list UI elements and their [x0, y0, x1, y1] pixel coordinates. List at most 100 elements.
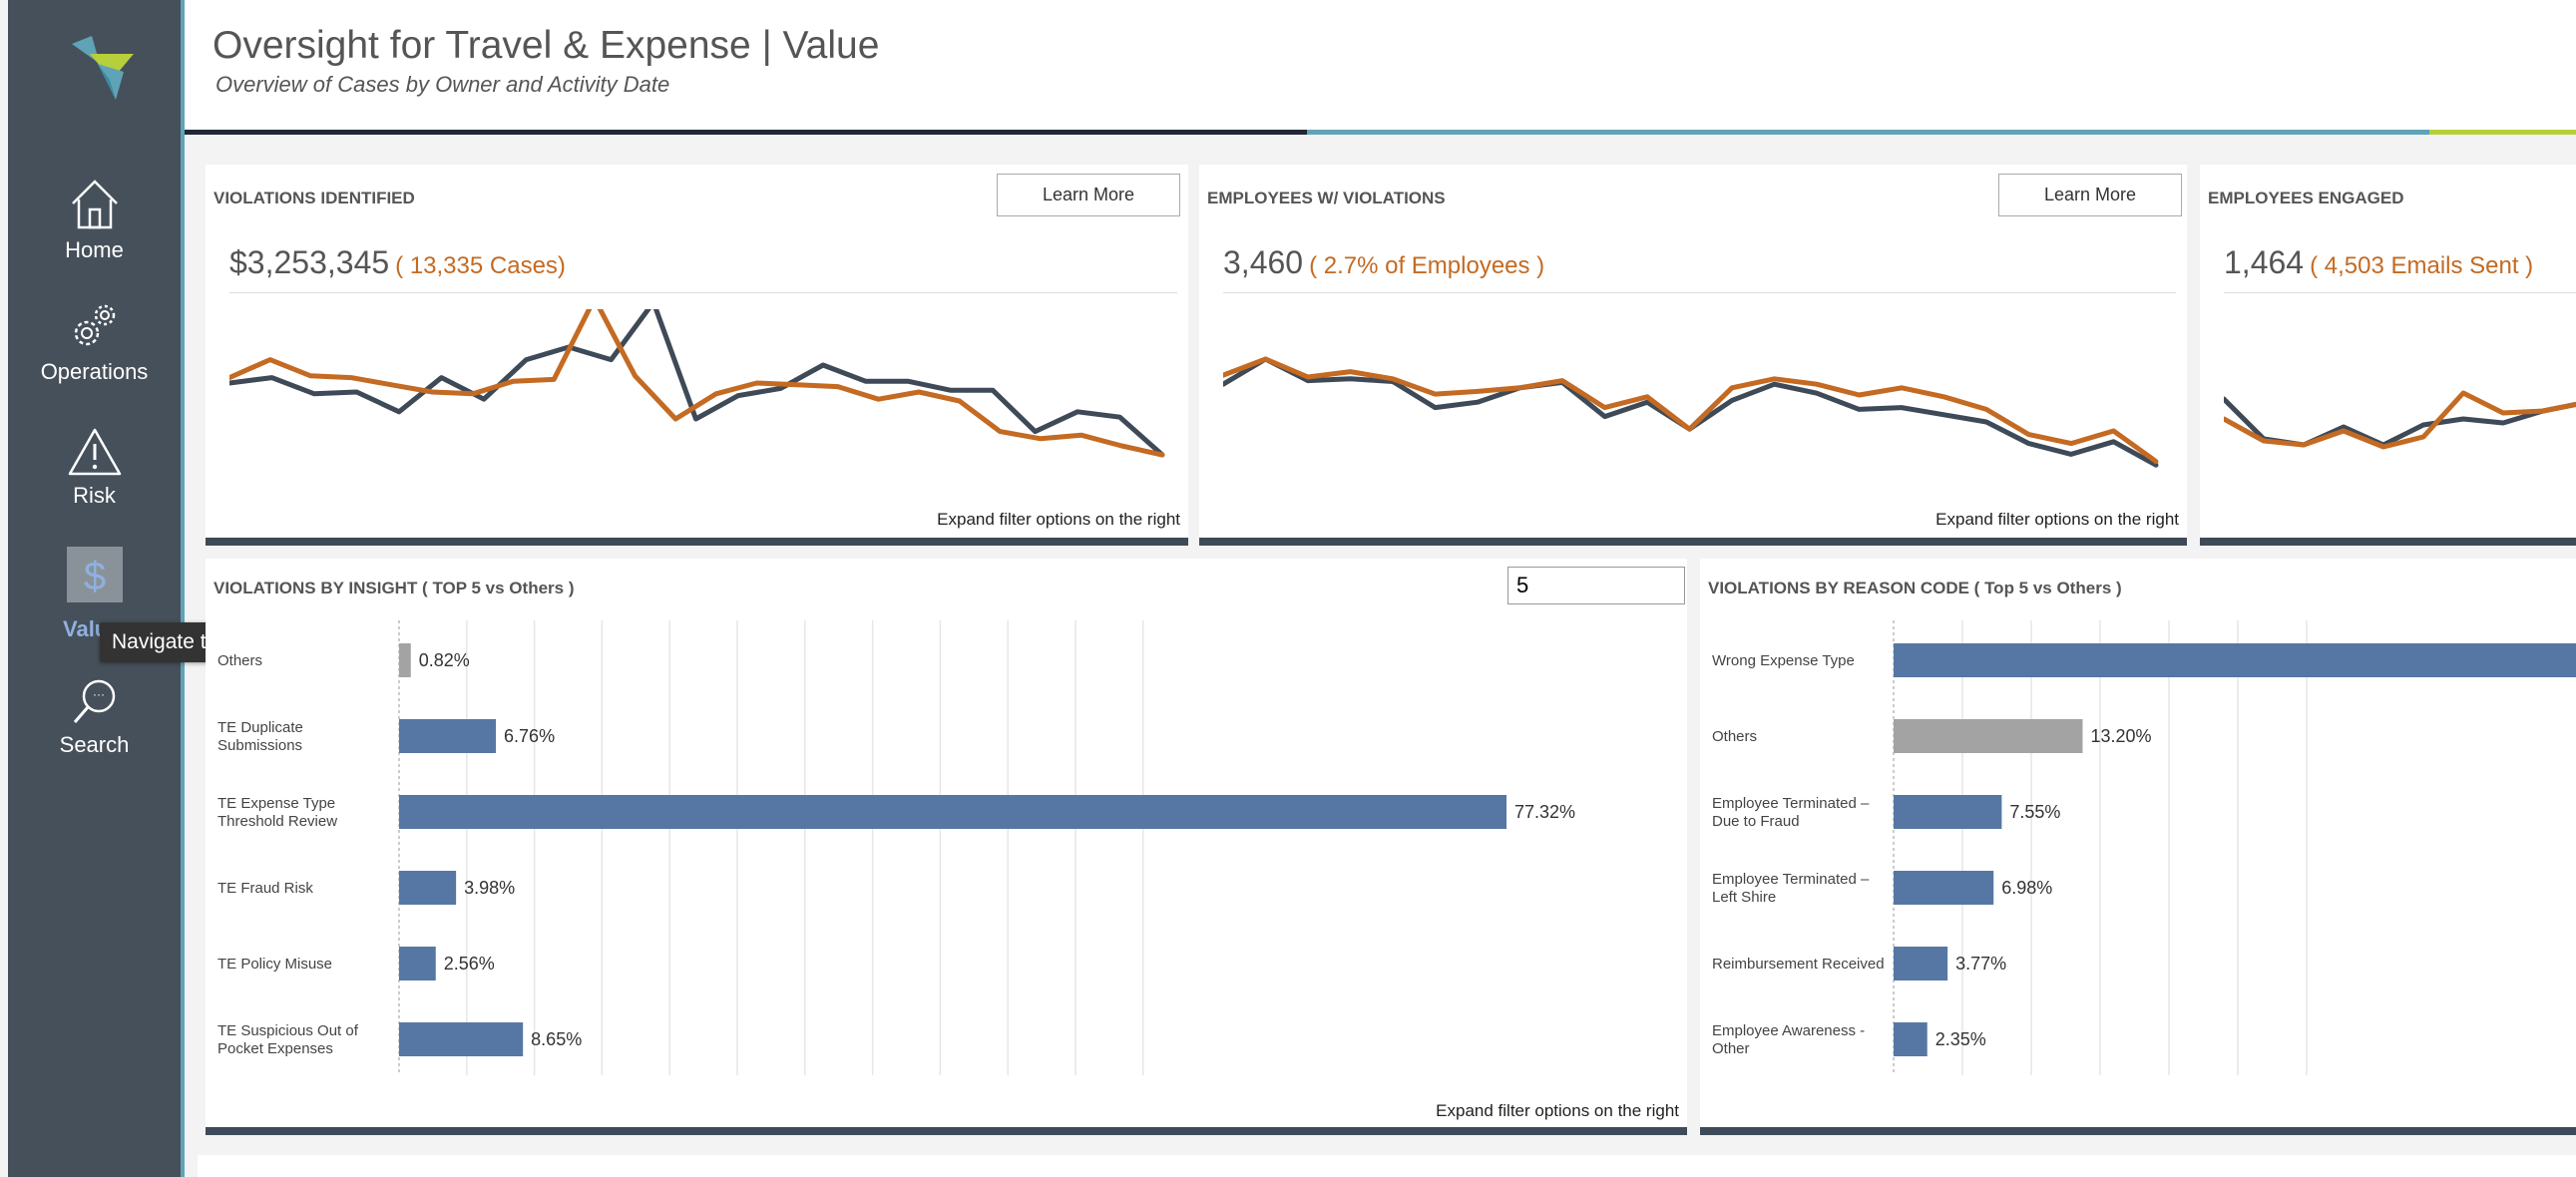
data-label: 7.55%	[2009, 802, 2060, 822]
data-label: 2.35%	[1935, 1029, 1986, 1049]
bar	[399, 947, 436, 981]
gears-icon	[74, 304, 115, 346]
series-line-2	[1223, 356, 2159, 465]
bar	[399, 719, 497, 753]
data-label: 6.98%	[2001, 878, 2052, 898]
category-label: Employee Awareness -Other	[1712, 1022, 1865, 1057]
bar	[1894, 871, 1994, 905]
reason-code-bar-chart: Wrong Expense Type Others 13.20% Employee T…	[1712, 620, 2576, 1075]
sidebar-item-label: Home	[65, 237, 124, 262]
page-subtitle: Overview of Cases by Owner and Activity …	[215, 72, 670, 97]
lower-panel	[198, 1155, 2576, 1177]
data-label: 8.65%	[531, 1029, 582, 1049]
reason-code-bar-panel: VIOLATIONS BY REASON CODE ( Top 5 vs Oth…	[1700, 559, 2576, 1135]
category-label: Employee Terminated – Left Shire	[1712, 871, 1870, 906]
data-label: 3.98%	[464, 878, 515, 898]
kpi-panel-employees-violations: EMPLOYEES W/ VIOLATIONS Learn More 3,460…	[1199, 165, 2187, 546]
sidebar-nav: Home Operations Risk $ Valu	[8, 0, 181, 1177]
sidebar-item-value[interactable]: $ Valu	[8, 547, 181, 641]
svg-text:$: $	[83, 555, 105, 598]
sparkline-chart	[229, 309, 1165, 458]
company-logo	[72, 36, 134, 100]
category-label: Employee Terminated – Due to Fraud	[1712, 795, 1870, 830]
sidebar-item-operations[interactable]: Operations	[8, 301, 181, 385]
category-label: TE Policy Misuse	[217, 956, 332, 973]
category-label: Reimbursement Received	[1712, 956, 1885, 973]
learn-more-button[interactable]: Learn More	[1998, 174, 2182, 216]
sidebar-item-label: Search	[59, 732, 130, 757]
sparkline-chart	[1223, 356, 2159, 468]
data-label: 2.56%	[444, 954, 495, 974]
panel-bottom-bar	[1700, 1127, 2576, 1135]
series-line-2	[229, 309, 1165, 458]
bar	[399, 643, 411, 677]
learn-more-button[interactable]: Learn More	[997, 174, 1180, 216]
warning-icon	[68, 428, 121, 476]
series-line-1	[229, 309, 1165, 458]
bar	[1894, 719, 2083, 753]
data-label: 13.20%	[2090, 726, 2151, 746]
kpi-value: 3,460	[1223, 244, 1304, 280]
kpi-subvalue: ( 13,335 Cases)	[395, 252, 566, 279]
sidebar-item-search[interactable]: ··· Search	[8, 676, 181, 758]
kpi-value: 1,464	[2224, 244, 2305, 280]
search-icon: ···	[73, 679, 115, 723]
kpi-subvalue: ( 2.7% of Employees )	[1309, 252, 1545, 279]
series-line-2	[2224, 390, 2576, 450]
home-icon	[71, 180, 118, 229]
panel-bottom-bar	[206, 538, 1188, 546]
filter-hint: Expand filter options on the right	[1436, 1101, 1679, 1120]
svg-text:···: ···	[93, 687, 105, 701]
sidebar-item-home[interactable]: Home	[8, 178, 181, 263]
top-n-input[interactable]	[1507, 567, 1685, 604]
divider	[1223, 292, 2176, 293]
divider	[2224, 292, 2576, 293]
bar	[399, 795, 1506, 829]
bar	[1894, 795, 2002, 829]
data-label: 0.82%	[419, 650, 470, 670]
panel-title: VIOLATIONS BY INSIGHT ( TOP 5 vs Others …	[214, 579, 575, 597]
bar	[1894, 947, 1948, 981]
bar	[399, 871, 457, 905]
sidebar-item-label: Risk	[73, 483, 116, 508]
bar	[1894, 643, 2576, 677]
divider	[229, 292, 1177, 293]
sidebar-item-risk[interactable]: Risk	[8, 427, 181, 509]
insight-bar-panel: VIOLATIONS BY INSIGHT ( TOP 5 vs Others …	[206, 559, 1687, 1135]
kpi-value: $3,253,345	[229, 244, 390, 280]
panel-bottom-bar	[1199, 538, 2187, 546]
sparkline-chart	[2224, 390, 2576, 450]
data-label: 6.76%	[504, 726, 555, 746]
sidebar-item-label: Operations	[40, 359, 149, 384]
category-label: TE Duplicate Submissions	[217, 719, 303, 754]
dollar-icon: $	[66, 547, 123, 602]
panel-title: EMPLOYEES W/ VIOLATIONS	[1207, 189, 1446, 207]
page-title: Oversight for Travel & Expense | Value	[213, 24, 880, 67]
filter-hint: Expand filter options on the right	[937, 510, 1180, 529]
data-label: 77.32%	[1514, 802, 1575, 822]
page-header: Oversight for Travel & Expense | Value O…	[185, 0, 2576, 135]
sidebar-edge	[181, 0, 185, 1177]
data-label: 3.77%	[1955, 954, 2006, 974]
kpi-panel-employees-engaged: EMPLOYEES ENGAGED 1,464( 4,503 Emails Se…	[2200, 165, 2576, 546]
category-label: TE Fraud Risk	[217, 880, 313, 897]
insight-bar-chart: Others 0.82% TE Duplicate Submissions 6.76% T…	[217, 620, 1575, 1075]
panel-bottom-bar	[206, 1127, 1687, 1135]
filter-hint: Expand filter options on the right	[1935, 510, 2179, 529]
category-label: Others	[1712, 728, 1757, 745]
panel-bottom-bar	[2200, 538, 2576, 546]
kpi-subvalue: ( 4,503 Emails Sent )	[2310, 252, 2534, 279]
kpi-panel-violations: VIOLATIONS IDENTIFIED Learn More $3,253,…	[206, 165, 1188, 546]
header-stripe	[1307, 130, 2429, 135]
panel-title: VIOLATIONS BY REASON CODE ( Top 5 vs Oth…	[1708, 579, 2122, 597]
kpi-value-row: 3,460( 2.7% of Employees )	[1223, 244, 1544, 281]
header-stripe	[185, 130, 1307, 135]
kpi-value-row: $3,253,345( 13,335 Cases)	[229, 244, 566, 281]
category-label: TE Expense Type Threshold Review	[217, 795, 337, 830]
panel-title: EMPLOYEES ENGAGED	[2208, 189, 2404, 207]
header-stripe	[2429, 130, 2576, 135]
category-label: TE Suspicious Out of Pocket Expenses	[217, 1022, 359, 1057]
category-label: Wrong Expense Type	[1712, 652, 1855, 669]
bar	[399, 1022, 524, 1056]
